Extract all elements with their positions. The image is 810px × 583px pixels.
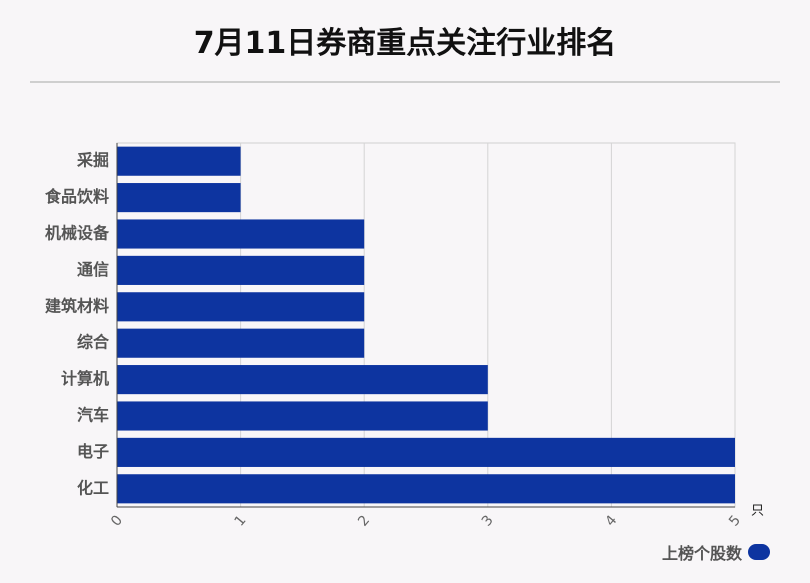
legend[interactable]: 上榜个股数 <box>662 540 770 564</box>
y-tick-label: 电子 <box>77 442 109 461</box>
chart-title: 7月11日券商重点关注行业排名 <box>193 26 617 61</box>
bar <box>117 183 241 213</box>
bar <box>117 474 735 504</box>
x-tick-label: 3 <box>479 512 497 529</box>
bar <box>117 401 488 431</box>
legend-swatch <box>748 544 770 560</box>
x-unit-label: 只 <box>751 504 764 519</box>
x-tick-label: 5 <box>726 512 744 529</box>
bar <box>117 146 241 176</box>
x-tick-label: 4 <box>602 512 620 529</box>
bar <box>117 365 488 395</box>
y-tick-label: 汽车 <box>77 406 109 425</box>
bar <box>117 437 735 467</box>
y-tick-label: 建筑材料 <box>45 296 109 315</box>
x-tick-label: 2 <box>355 512 373 529</box>
y-tick-label: 通信 <box>77 260 109 279</box>
bar <box>117 219 365 249</box>
y-tick-label: 采掘 <box>76 151 109 170</box>
bar <box>117 292 365 322</box>
bar <box>117 255 365 285</box>
bar <box>117 328 365 358</box>
title-divider <box>30 81 780 83</box>
x-tick-label: 0 <box>108 512 126 529</box>
legend-label: 上榜个股数 <box>661 544 742 563</box>
y-tick-label: 食品饮料 <box>44 187 109 206</box>
y-tick-label: 机械设备 <box>45 224 110 243</box>
y-tick-label: 化工 <box>77 478 109 497</box>
y-tick-label: 综合 <box>77 333 110 352</box>
y-tick-label: 计算机 <box>61 369 109 388</box>
x-tick-label: 1 <box>232 512 250 529</box>
